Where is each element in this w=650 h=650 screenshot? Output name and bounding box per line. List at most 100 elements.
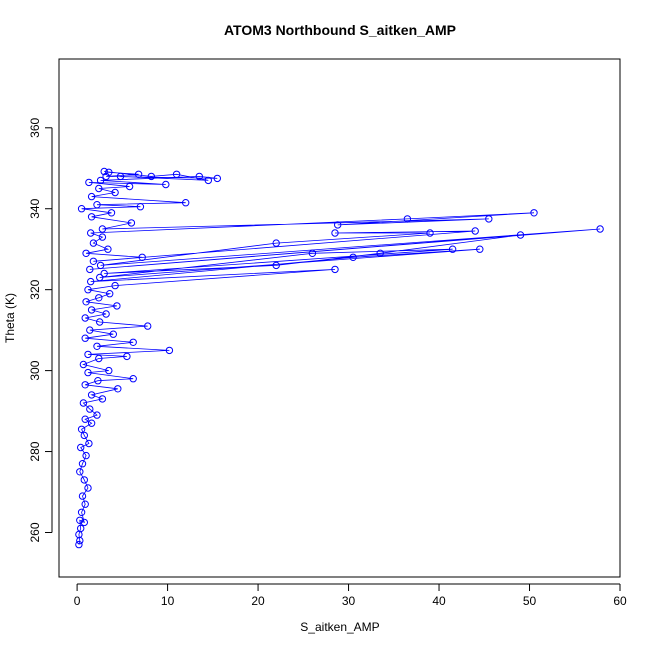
data-point <box>95 184 103 193</box>
data-point <box>87 306 96 314</box>
data-point <box>77 524 85 533</box>
data-point <box>77 205 86 213</box>
y-axis-label: Theta (K) <box>3 293 17 343</box>
data-point <box>85 439 93 448</box>
data-point <box>80 476 89 484</box>
data-point <box>81 314 89 322</box>
data-point <box>84 484 92 492</box>
data-point <box>98 395 107 403</box>
data-point <box>134 170 143 179</box>
data-point <box>516 231 525 239</box>
x-tick-label: 50 <box>523 594 537 608</box>
data-point <box>106 290 114 298</box>
data-point <box>471 227 479 235</box>
data-point <box>476 245 484 253</box>
x-tick-label: 10 <box>161 594 175 608</box>
data-point <box>82 298 90 306</box>
data-point <box>272 239 280 247</box>
data-point <box>98 225 107 233</box>
data-point <box>111 188 119 197</box>
y-tick-label: 340 <box>28 198 42 218</box>
data-point <box>334 221 342 229</box>
data-point <box>105 366 113 375</box>
data-point <box>77 508 86 516</box>
data-point <box>104 245 112 253</box>
data-point <box>96 261 105 270</box>
data-point <box>272 261 280 270</box>
data-point <box>89 239 98 247</box>
data-point <box>129 375 137 383</box>
x-tick-label: 0 <box>74 594 81 608</box>
data-point <box>86 265 94 274</box>
data-point <box>85 178 93 187</box>
data-point <box>349 253 357 261</box>
data-point <box>95 354 103 363</box>
y-tick-label: 300 <box>28 360 42 380</box>
data-point <box>123 352 131 361</box>
data-point <box>93 342 101 350</box>
data-point <box>79 399 88 407</box>
data-point <box>331 265 339 274</box>
data-point <box>80 518 89 527</box>
data-point <box>165 346 174 355</box>
x-axis: 0 10 20 30 40 50 60 <box>74 583 627 608</box>
data-point <box>84 350 92 359</box>
data-point <box>82 249 90 258</box>
y-tick-label: 260 <box>28 522 42 542</box>
data-point <box>93 411 101 419</box>
data-point <box>86 405 94 413</box>
data-point <box>81 415 89 423</box>
data-point <box>81 500 89 508</box>
chart-title: ATOM3 Northbound S_aitken_AMP <box>224 22 456 38</box>
data-point <box>95 294 103 302</box>
data-point <box>84 368 92 377</box>
data-point <box>182 199 190 207</box>
data-point <box>403 215 412 223</box>
data-point <box>87 277 95 286</box>
y-axis: 260 280 300 320 340 360 <box>28 117 53 543</box>
data-point <box>113 302 121 310</box>
data-point <box>172 170 181 179</box>
data-point <box>127 219 136 227</box>
data-point <box>105 168 113 177</box>
data-point <box>84 286 92 294</box>
data-point <box>98 233 107 241</box>
data-point <box>89 257 98 265</box>
data-point <box>376 249 384 258</box>
x-tick-label: 60 <box>613 594 627 608</box>
data-point <box>147 172 156 181</box>
x-axis-label: S_aitken_AMP <box>300 620 379 634</box>
data-point <box>111 281 119 290</box>
y-tick-label: 280 <box>28 441 42 461</box>
data-point <box>136 203 145 211</box>
data-point <box>76 516 84 524</box>
data-point <box>77 425 86 433</box>
data-point <box>125 182 134 191</box>
data-point <box>96 318 104 326</box>
data-point <box>76 468 84 476</box>
data-point <box>116 172 125 181</box>
data-point <box>78 492 87 500</box>
data-point <box>144 322 152 330</box>
data-point <box>80 431 89 440</box>
data-point <box>485 215 493 223</box>
data-point <box>87 192 96 201</box>
data-point <box>204 176 213 185</box>
data-point <box>87 229 95 237</box>
data-point <box>93 201 101 209</box>
plot-area-frame <box>58 58 621 578</box>
y-tick-label: 360 <box>28 117 42 137</box>
series-layer <box>75 167 604 549</box>
data-point <box>87 419 96 427</box>
data-point <box>77 443 85 452</box>
data-point <box>87 391 96 399</box>
x-tick-label: 30 <box>342 594 356 608</box>
data-point <box>78 460 87 468</box>
data-point <box>129 338 137 346</box>
data-point <box>100 269 108 278</box>
data-point <box>100 167 108 176</box>
data-point <box>96 176 105 185</box>
data-point <box>530 209 538 217</box>
data-point <box>102 310 110 318</box>
